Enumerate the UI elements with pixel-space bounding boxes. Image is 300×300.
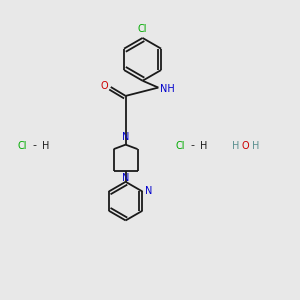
Text: O: O xyxy=(241,140,249,151)
Text: Cl: Cl xyxy=(175,140,185,151)
Text: H: H xyxy=(252,140,259,151)
Text: H: H xyxy=(42,140,50,151)
Text: N: N xyxy=(122,132,129,142)
Text: -: - xyxy=(33,140,37,151)
Text: -: - xyxy=(190,140,194,151)
Text: NH: NH xyxy=(160,84,175,94)
Text: H: H xyxy=(200,140,207,151)
Text: N: N xyxy=(145,187,152,196)
Text: Cl: Cl xyxy=(18,140,27,151)
Text: O: O xyxy=(100,80,108,91)
Text: Cl: Cl xyxy=(138,24,147,34)
Text: N: N xyxy=(122,172,129,183)
Text: H: H xyxy=(232,140,239,151)
